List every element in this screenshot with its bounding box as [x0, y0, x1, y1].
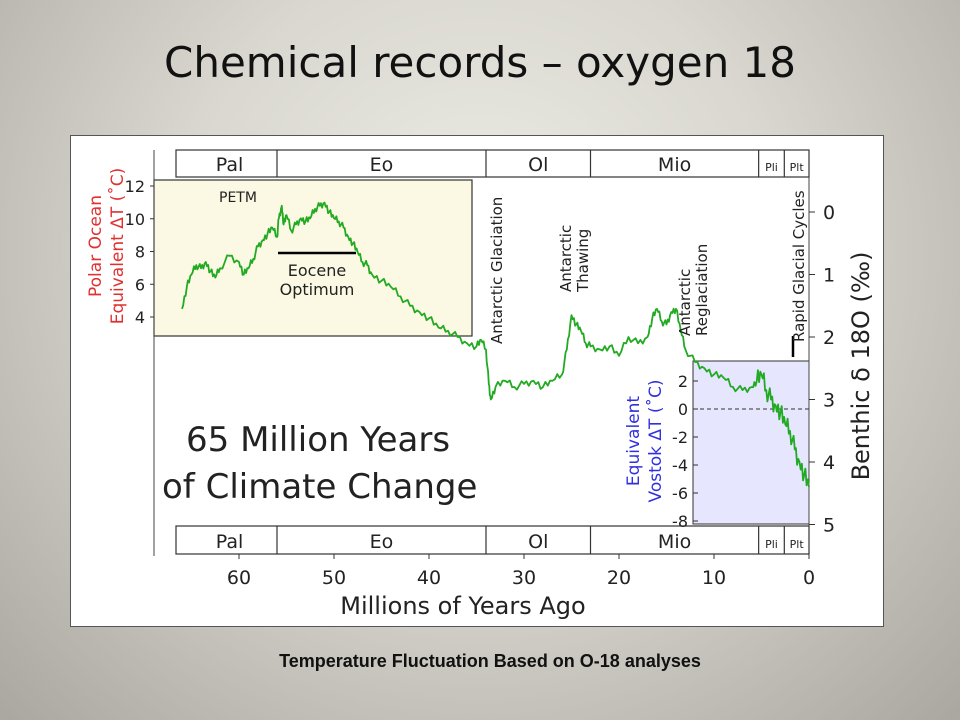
epoch-label: Eo [370, 154, 394, 176]
vostok-tick-label: -8 [672, 512, 688, 531]
epoch-label: Plt [790, 538, 805, 551]
x-tick-label: 30 [512, 567, 536, 589]
epoch-label: Pal [216, 531, 244, 553]
x-tick-label: 40 [417, 567, 441, 589]
right-tick-label: 2 [823, 327, 835, 349]
x-tick-label: 50 [322, 567, 346, 589]
right-tick-label: 1 [823, 265, 835, 287]
epoch-label: Pal [216, 154, 244, 176]
annotation-antarctic-thawing-2: Thawing [574, 229, 592, 293]
vostok-tick-label: -4 [672, 456, 688, 475]
annotation-antarctic-glaciation: Antarctic Glaciation [488, 197, 506, 344]
epoch-label: Mio [658, 154, 691, 176]
slide-caption: Temperature Fluctuation Based on O-18 an… [279, 651, 701, 671]
vostok-axis-label-line-2: Vostok ΔT (˚C) [645, 380, 666, 503]
warm-period-box [153, 179, 473, 337]
left-tick-label: 10 [125, 210, 145, 229]
annotation-antarctic-reglaciation-2: Reglaciation [693, 244, 711, 336]
epoch-label: Mio [658, 531, 691, 553]
right-axis-label: Benthic δ 18O (‰) [847, 252, 875, 481]
annotation-eocene-1: Eocene [288, 261, 347, 280]
vostok-tick-label: 2 [678, 372, 688, 391]
left-axis: 12 10 8 6 4 [125, 177, 154, 327]
epoch-bar-top-frame [175, 149, 810, 178]
series-line-d18o [181, 201, 810, 488]
left-axis-label-line-1: Polar Ocean [86, 195, 106, 297]
right-tick-label: 4 [823, 452, 835, 474]
x-axis-label: Millions of Years Ago [340, 592, 585, 620]
epoch-label: Eo [370, 531, 394, 553]
left-tick-label: 6 [135, 275, 145, 294]
vostok-tick-label: -2 [672, 428, 688, 447]
epoch-label: Pli [765, 538, 778, 551]
chart-title-line-2: of Climate Change [162, 467, 477, 507]
right-tick-label: 5 [823, 515, 835, 537]
annotation-antarctic-reglaciation-1: Antarctic [676, 269, 694, 336]
vostok-tick-label: -6 [672, 484, 688, 503]
epoch-bar-top: Pal Eo Ol Mio Pli Plt [175, 149, 810, 178]
vostok-tick-label: 0 [678, 400, 688, 419]
annotation-rapid-glacial-cycles: Rapid Glacial Cycles [790, 190, 808, 342]
left-tick-label: 4 [135, 308, 145, 327]
x-tick-label: 0 [803, 567, 815, 589]
x-tick-label: 60 [227, 567, 251, 589]
right-tick-label: 0 [823, 202, 835, 224]
left-tick-label: 8 [135, 243, 145, 262]
epoch-label: Ol [528, 154, 548, 176]
vostok-axis: 2 0 -2 -4 -6 -8 [672, 372, 698, 531]
left-tick-label: 12 [125, 177, 145, 196]
epoch-label: Ol [528, 531, 548, 553]
x-tick-label: 10 [702, 567, 726, 589]
annotation-petm: PETM [219, 190, 257, 206]
annotation-antarctic-thawing-1: Antarctic [557, 225, 575, 292]
climate-chart: Pal Eo Ol Mio Pli Plt Pal Eo Ol Mio Pli Plt 012345… [86, 149, 875, 620]
left-axis-label-line-2: Equivalent ΔT (˚C) [107, 168, 128, 325]
vostok-axis-label-line-1: Equivalent [624, 396, 644, 486]
annotation-eocene-2: Optimum [280, 280, 355, 299]
epoch-bar-bottom-frame [175, 525, 810, 555]
epoch-label: Pli [765, 161, 778, 174]
x-tick-label: 20 [607, 567, 631, 589]
right-axis: 0 1 2 3 4 5 [809, 202, 835, 537]
epoch-label: Plt [790, 161, 805, 174]
x-axis: 60 50 40 30 20 10 0 [227, 554, 815, 589]
epoch-bar-bottom: Pal Eo Ol Mio Pli Plt [175, 525, 810, 555]
chart-title-line-1: 65 Million Years [186, 420, 450, 460]
right-tick-label: 3 [823, 390, 835, 412]
slide-title: Chemical records – oxygen 18 [164, 38, 796, 87]
